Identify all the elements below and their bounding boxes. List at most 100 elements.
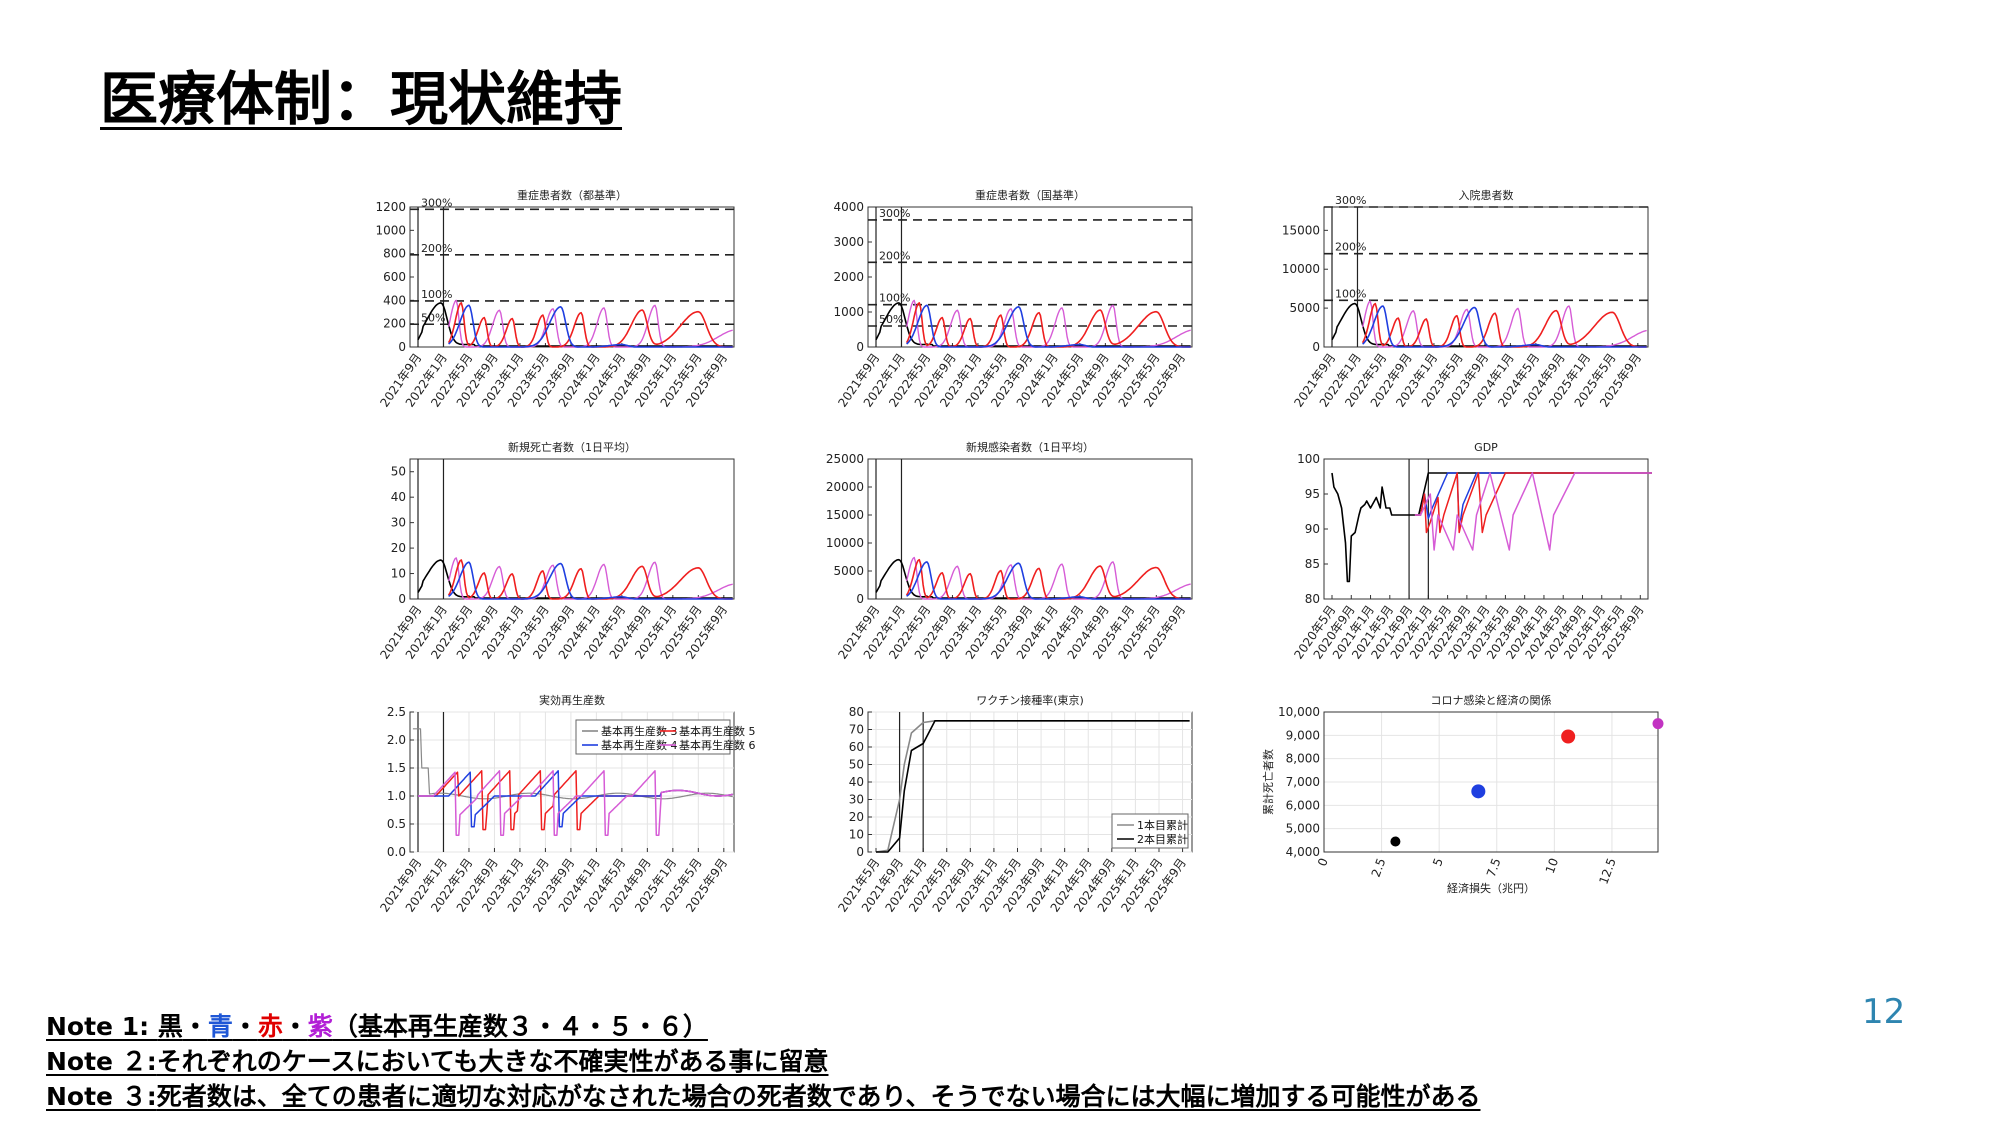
y-tick-label: 1000	[833, 305, 864, 319]
note-2-prefix: Note ２:	[46, 1047, 157, 1076]
scatter-point	[1652, 718, 1664, 730]
threshold-label: 100%	[421, 288, 452, 301]
y-tick-label: 9,000	[1286, 728, 1320, 742]
y-tick-label: 5,000	[1286, 822, 1320, 836]
legend-box	[1111, 813, 1189, 849]
note-1-part: （基本再生産数３・４・５・６）	[332, 1012, 708, 1041]
series-dose2	[876, 720, 1190, 853]
y-tick-label: 0	[398, 592, 406, 606]
note-2-body: それぞれのケースにおいても大きな不確実性がある事に留意	[156, 1047, 829, 1076]
chart-vaccine-svg: ワクチン接種率(東京)010203040506070802021年5月2021年…	[835, 693, 1193, 915]
chart-title: ワクチン接種率(東京)	[976, 693, 1084, 707]
note-1-part: 紫	[307, 1012, 333, 1041]
plot-area	[867, 458, 1193, 600]
y-tick-label: 4,000	[1286, 845, 1320, 859]
y-tick-label: 6,000	[1286, 798, 1320, 812]
chart-covid-economy-svg: コロナ感染と経済の関係 4,000 5,000 6,000 7,000 8,000 9,00…	[1261, 693, 1664, 895]
legend-label: 基本再生産数 5	[679, 724, 756, 738]
y-tick-label: 10	[391, 567, 406, 581]
chart-title: コロナ感染と経済の関係	[1431, 693, 1552, 707]
plot-border	[1323, 711, 1659, 853]
chart-title: 実効再生産数	[539, 693, 605, 707]
series-blue	[1362, 305, 1647, 348]
threshold-label: 200%	[879, 249, 910, 262]
legend-label: 1本目累計	[1137, 818, 1188, 832]
y-tick-label: 1.5	[387, 761, 406, 775]
y-tick-label: 400	[383, 293, 406, 307]
notes-block: Note 1: 黒・青・赤・紫（基本再生産数３・４・５・６） Note ２:それ…	[46, 1009, 1480, 1114]
y-tick-label: 7,000	[1286, 775, 1320, 789]
plot-area	[1323, 458, 1649, 600]
y-tick-label: 1200	[375, 200, 406, 214]
x-tick-label: 2.5	[1369, 856, 1389, 879]
series-purple	[418, 770, 733, 836]
chart-infections: 新規感染者数（1日平均） 0 5000 10000 15000 20000 25000 202…	[806, 437, 1226, 692]
y-tick-label: 15000	[1282, 223, 1320, 237]
note-3: Note ３:死者数は、全ての患者に適切な対応がなされた場合の死者数であり、そう…	[46, 1079, 1480, 1114]
plot-area	[409, 458, 735, 600]
y-tick-label: 0	[856, 340, 864, 354]
y-tick-label: 5000	[1289, 301, 1320, 315]
y-tick-label: 15000	[826, 508, 864, 522]
chart-vaccine: ワクチン接種率(東京) 0 10 20 30 40 50 60 70 80 2021年5月 2021年…	[806, 690, 1226, 945]
chart-rt-svg: 実効再生産数0.00.51.01.52.02.52021年9月2022年1月20…	[377, 693, 756, 915]
threshold-label: 50%	[421, 311, 445, 324]
note-1-prefix: Note 1:	[46, 1012, 158, 1041]
note-1-part: 青	[207, 1012, 233, 1041]
note-3-body: 死者数は、全ての患者に適切な対応がなされた場合の死者数であり、そうでない場合には…	[156, 1082, 1481, 1111]
chart-severe-metro: 重症患者数（都基準） 0 200 400 600 800 1000 1200 2021年9月 20…	[348, 185, 768, 440]
y-tick-label: 40	[391, 490, 406, 504]
chart-deaths-svg: 新規死亡者数（1日平均）010203040502021年9月2022年1月202…	[377, 440, 735, 662]
series-dose1	[875, 720, 1190, 853]
y-tick-label: 0.0	[387, 845, 406, 859]
threshold-label: 50%	[879, 313, 903, 326]
chart-gdp: GDP 80 85 90 95 100 2020年5月 2020年9月 2021年1月 2021年…	[1262, 437, 1682, 692]
x-axis-label: 経済損失（兆円）	[1447, 881, 1535, 895]
chart-gdp-svg: GDP808590951002020年5月2020年9月2021年1月2021年…	[1291, 441, 1652, 662]
note-2: Note ２:それぞれのケースにおいても大きな不確実性がある事に留意	[46, 1044, 1480, 1079]
chart-title: 新規死亡者数（1日平均）	[508, 440, 636, 454]
y-tick-label: 80	[1305, 592, 1320, 606]
chart-title: GDP	[1474, 441, 1498, 454]
y-tick-label: 20000	[826, 480, 864, 494]
series-black	[1331, 472, 1652, 583]
x-tick-label: 10	[1543, 856, 1561, 875]
y-tick-label: 40	[849, 775, 864, 789]
y-tick-label: 50	[849, 758, 864, 772]
note-1-part: 黒	[157, 1012, 183, 1041]
threshold-label: 100%	[879, 292, 910, 305]
series-red	[1414, 472, 1652, 534]
threshold-label: 300%	[421, 196, 452, 209]
y-tick-label: 10	[849, 828, 864, 842]
scatter-point	[1471, 784, 1486, 799]
chart-infections-svg: 新規感染者数（1日平均）0500010000150002000025000202…	[826, 440, 1193, 662]
y-tick-label: 90	[1305, 522, 1320, 536]
chart-severe-metro-svg: 重症患者数（都基準）0200400600800100012002021年9月20…	[375, 188, 735, 410]
y-tick-label: 20	[849, 810, 864, 824]
chart-title: 重症患者数（都基準）	[517, 188, 627, 202]
x-tick-label: 12.5	[1596, 856, 1618, 886]
y-tick-label: 1.0	[387, 789, 406, 803]
slide-title: 医療体制：現状維持	[100, 65, 623, 133]
y-tick-label: 85	[1305, 557, 1320, 571]
y-tick-label: 0.5	[387, 817, 406, 831]
y-tick-label: 800	[383, 247, 406, 261]
chart-severe-national-svg: 重症患者数（国基準）010002000300040002021年9月2022年1…	[833, 188, 1193, 410]
y-tick-label: 70	[849, 723, 864, 737]
note-3-prefix: Note ３:	[46, 1082, 157, 1111]
x-tick-label: 7.5	[1484, 856, 1504, 879]
y-axis-label: 累計死亡者数	[1261, 749, 1275, 815]
y-tick-label: 600	[383, 270, 406, 284]
scatter-point	[1390, 836, 1401, 847]
y-tick-label: 10000	[1282, 262, 1320, 276]
y-tick-label: 2.0	[387, 733, 406, 747]
series-blue	[448, 304, 733, 348]
chart-deaths: 新規死亡者数（1日平均） 0 10 20 30 40 50 2021年9月 2022年1月 202…	[348, 437, 768, 692]
y-tick-label: 3000	[833, 235, 864, 249]
y-tick-label: 4000	[833, 200, 864, 214]
chart-title: 新規感染者数（1日平均）	[966, 440, 1094, 454]
y-tick-label: 5000	[833, 564, 864, 578]
y-tick-label: 200	[383, 317, 406, 331]
y-tick-label: 2000	[833, 270, 864, 284]
note-1-part: ・	[232, 1012, 258, 1041]
